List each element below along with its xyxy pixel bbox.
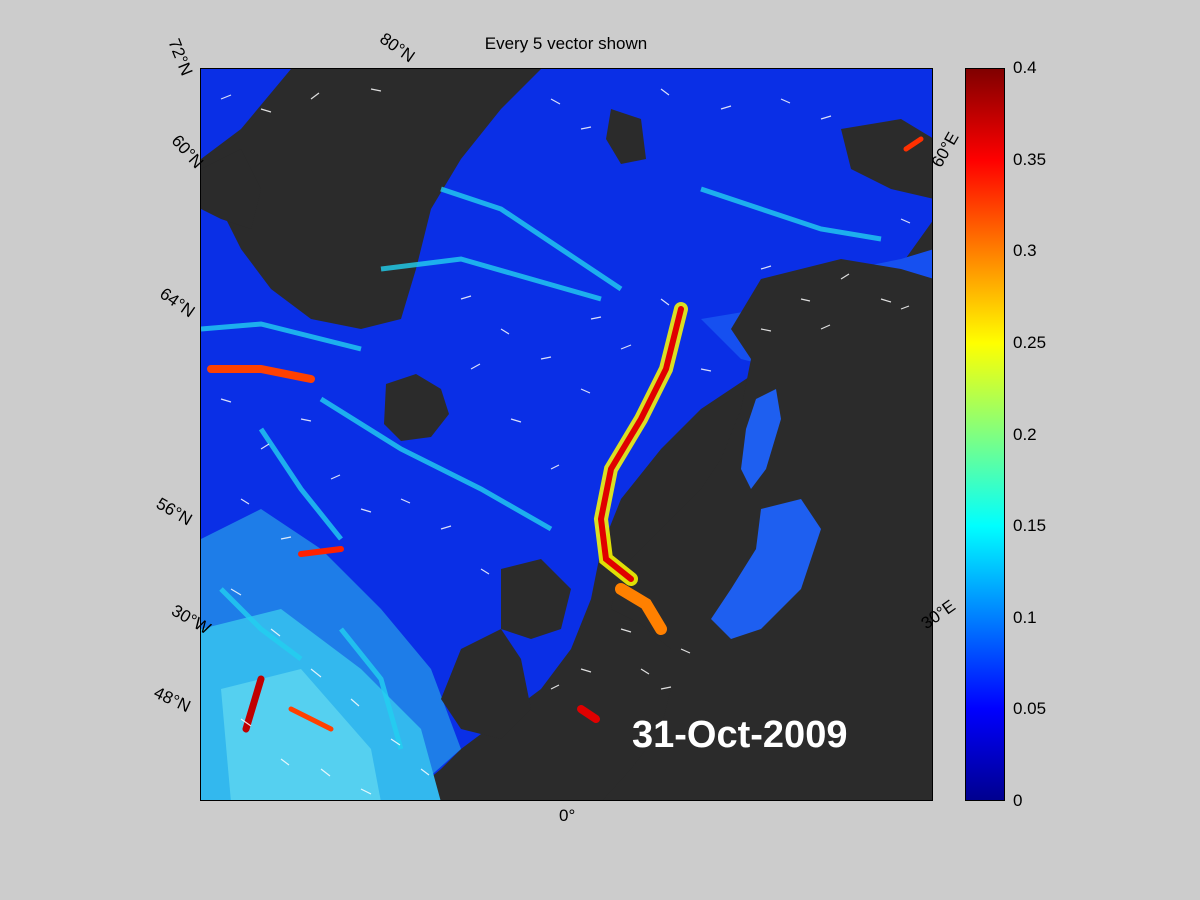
lon-label-0: 0° [559, 806, 576, 825]
lat-label-56n: 56°N [153, 493, 196, 530]
colorbar-tick-label: 0.1 [1013, 607, 1037, 627]
baltic-sea [711, 389, 821, 639]
colorbar-tick-label: 0.2 [1013, 424, 1037, 444]
colorbar-tick-label: 0.25 [1013, 332, 1047, 352]
plot-title: Every 5 vector shown [484, 34, 648, 53]
velocity-vectors [220, 88, 911, 795]
colorbar-tick-label: 0 [1013, 791, 1023, 810]
colorbar-tick-label: 0.4 [1013, 58, 1037, 77]
lat-label-48n: 48°N [150, 682, 194, 717]
lat-label-64n: 64°N [156, 283, 199, 322]
colorbar-tick-label: 0.3 [1013, 241, 1037, 261]
colorbar-tick-label: 0.05 [1013, 699, 1047, 719]
high-speed-currents [207, 136, 924, 733]
current-speed-map [200, 68, 933, 801]
moderate-currents [201, 186, 882, 750]
date-label: 31-Oct-2009 [632, 714, 848, 756]
colorbar [965, 68, 1005, 801]
map-canvas [201, 69, 932, 800]
colorbar-tick-label: 0.15 [1013, 516, 1047, 536]
colorbar-tick-label: 0.35 [1013, 149, 1047, 169]
